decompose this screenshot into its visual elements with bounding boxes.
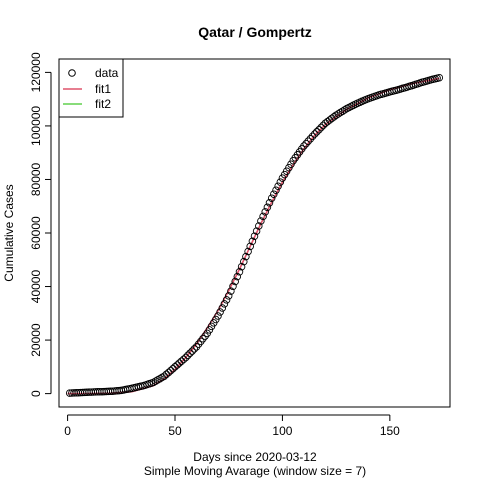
data-point: [255, 222, 263, 230]
data-point: [313, 128, 321, 136]
data-point: [248, 237, 257, 246]
data-point: [151, 377, 160, 385]
data-point: [188, 347, 196, 355]
data-point: [194, 340, 203, 348]
y-tick-label: 60000: [29, 216, 43, 250]
data-point: [182, 353, 190, 362]
data-point: [306, 135, 315, 143]
data-point: [166, 366, 175, 375]
legend-data-label: data: [95, 66, 119, 80]
data-point: [233, 272, 242, 281]
data-point: [173, 361, 181, 369]
data-point: [186, 349, 194, 357]
data-point: [308, 132, 317, 141]
data-point: [315, 125, 323, 134]
data-point: [218, 304, 227, 312]
data-point: [222, 296, 231, 304]
data-point: [257, 217, 265, 225]
data-point: [270, 190, 278, 198]
data-point: [177, 357, 186, 365]
data-point: [259, 212, 267, 221]
data-point: [224, 292, 233, 300]
series-fit1-line: [67, 77, 440, 395]
legend-data-marker: [68, 69, 76, 77]
data-point: [246, 242, 254, 251]
data-point: [334, 110, 343, 118]
data-point: [263, 203, 272, 212]
data-point: [317, 123, 325, 132]
data-point: [149, 378, 158, 387]
data-point: [244, 247, 252, 256]
y-tick-label: 40000: [29, 270, 43, 304]
data-point: [250, 232, 259, 240]
data-point: [265, 199, 274, 207]
y-tick-label: 80000: [29, 162, 43, 196]
data-point: [272, 186, 280, 194]
data-point: [214, 312, 222, 320]
data-point: [338, 107, 347, 115]
legend-box: [58, 58, 124, 118]
legend-fit2-label: fit2: [95, 97, 111, 111]
data-point: [179, 355, 188, 364]
data-point: [340, 106, 349, 114]
data-point: [171, 363, 179, 371]
data-point: [300, 142, 308, 150]
data-point: [304, 137, 312, 145]
y-axis: 0 20000 40000 60000 80000 100000 120000: [29, 52, 52, 397]
data-points: [65, 73, 444, 397]
x-axis: 0 50 100 150: [64, 414, 400, 438]
data-point: [252, 227, 261, 235]
data-point: [274, 182, 282, 190]
data-point: [242, 252, 250, 261]
data-point: [190, 345, 199, 353]
legend: data fit1 fit2: [58, 58, 124, 118]
plot-frame: [58, 58, 451, 408]
data-point: [160, 372, 169, 380]
data-point: [231, 277, 239, 286]
data-point: [237, 262, 246, 271]
y-tick-label: 120000: [29, 52, 43, 92]
data-point: [162, 370, 171, 379]
data-point: [240, 257, 248, 266]
x-tick-label: 0: [64, 424, 71, 438]
data-point: [216, 308, 224, 316]
data-point: [156, 374, 164, 383]
fit-lines: [67, 77, 440, 395]
data-point: [235, 268, 244, 276]
data-point: [310, 130, 319, 138]
legend-fit1-label: fit1: [95, 82, 111, 96]
x-tick-label: 50: [168, 424, 182, 438]
chart-title: Qatar / Gompertz: [198, 24, 312, 40]
data-point: [302, 139, 310, 148]
data-point: [435, 73, 444, 82]
data-point: [220, 300, 229, 308]
data-point: [336, 108, 345, 117]
x-tick-label: 150: [380, 424, 400, 438]
x-axis-sublabel: Simple Moving Avarage (window size = 7): [144, 464, 366, 478]
y-axis-label: Cumulative Cases: [2, 184, 16, 281]
data-point: [267, 194, 276, 202]
data-point: [164, 368, 173, 377]
y-tick-label: 100000: [29, 106, 43, 146]
data-point: [229, 282, 237, 291]
y-tick-label: 20000: [29, 323, 43, 357]
data-point: [261, 208, 269, 216]
data-point: [184, 351, 192, 360]
x-axis-label: Days since 2020-03-12: [193, 450, 317, 464]
data-point: [332, 111, 340, 119]
x-tick-label: 100: [272, 424, 292, 438]
y-tick-label: 0: [29, 390, 43, 397]
data-point: [175, 359, 184, 367]
data-point: [199, 334, 207, 343]
data-point: [276, 178, 285, 186]
data-point: [169, 364, 177, 373]
data-point: [227, 287, 235, 295]
data-point: [319, 121, 327, 130]
